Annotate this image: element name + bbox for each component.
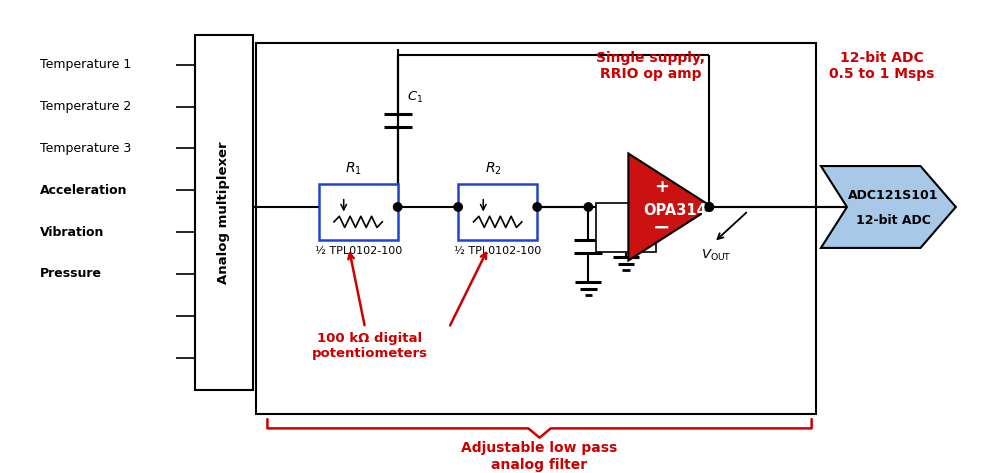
Text: +: +	[654, 177, 669, 195]
Text: Vibration: Vibration	[40, 226, 104, 238]
Text: Temperature 3: Temperature 3	[40, 142, 131, 155]
Text: ½ TPL0102-100: ½ TPL0102-100	[454, 246, 541, 256]
Circle shape	[584, 203, 593, 211]
Circle shape	[533, 203, 541, 211]
FancyBboxPatch shape	[596, 203, 656, 252]
Polygon shape	[628, 154, 712, 261]
Text: Single supply,
RRIO op amp: Single supply, RRIO op amp	[596, 51, 705, 81]
FancyBboxPatch shape	[256, 43, 816, 413]
Text: Temperature 2: Temperature 2	[40, 100, 131, 113]
Circle shape	[705, 203, 713, 211]
Text: ADC121S101: ADC121S101	[848, 189, 938, 202]
Circle shape	[393, 203, 402, 211]
Text: WA: WA	[335, 187, 352, 197]
Text: Adjustable low pass
analog filter: Adjustable low pass analog filter	[461, 441, 618, 472]
Text: HB: HB	[462, 224, 477, 234]
Circle shape	[705, 203, 713, 211]
FancyBboxPatch shape	[458, 184, 537, 239]
Text: OPA314: OPA314	[643, 203, 707, 218]
Text: LB: LB	[520, 224, 532, 234]
FancyBboxPatch shape	[319, 184, 398, 239]
Circle shape	[454, 203, 462, 211]
Text: Acceleration: Acceleration	[40, 184, 127, 197]
Text: $V_\mathregular{OUT}$: $V_\mathregular{OUT}$	[701, 248, 732, 263]
Text: Pressure: Pressure	[40, 267, 102, 280]
FancyBboxPatch shape	[195, 35, 253, 390]
Text: Temperature 1: Temperature 1	[40, 58, 131, 71]
Text: $R_2$: $R_2$	[485, 161, 501, 177]
Text: −: −	[653, 218, 671, 237]
Text: WB: WB	[475, 187, 492, 197]
Text: 12-bit ADC
0.5 to 1 Msps: 12-bit ADC 0.5 to 1 Msps	[829, 51, 934, 81]
Text: $R_1$: $R_1$	[345, 161, 362, 177]
Polygon shape	[821, 166, 956, 248]
Text: Analog multiplexer: Analog multiplexer	[217, 141, 230, 284]
Text: LA: LA	[380, 224, 393, 234]
Text: 100 kΩ digital
potentiometers: 100 kΩ digital potentiometers	[312, 332, 428, 359]
Text: 12-bit ADC: 12-bit ADC	[856, 214, 930, 228]
Text: HA: HA	[322, 224, 337, 234]
Text: $C_1$: $C_1$	[407, 90, 423, 105]
Text: $C_2$: $C_2$	[604, 216, 620, 231]
Text: ½ TPL0102-100: ½ TPL0102-100	[315, 246, 402, 256]
